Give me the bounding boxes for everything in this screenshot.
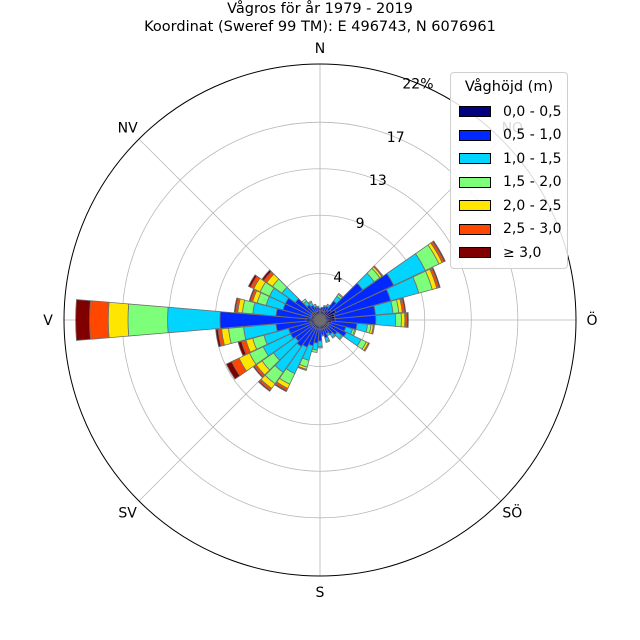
rose-bar-segment [301,298,308,305]
legend-label: 1,0 - 1,5 [503,150,562,167]
rose-bar-segment [331,334,337,339]
legend-entry: 0,5 - 1,0 [459,124,562,148]
legend-label: ≥ 3,0 [503,244,542,261]
rose-bar-segment [167,306,221,334]
rose-bar-segment [233,297,239,313]
legend-label: 1,5 - 2,0 [503,174,562,191]
legend-entry: 1,0 - 1,5 [459,147,562,171]
rose-bar-segment [247,274,258,288]
rose-bar-segment [400,312,406,328]
rose-bar-segment [338,334,344,341]
rose-bar-segment [355,322,368,333]
legend-label: 0,0 - 0,5 [503,103,562,120]
legend-swatch [459,247,491,259]
radial-tick-label: 17 [387,130,405,146]
rose-bar-segment [394,312,402,328]
radial-tick-label: 22% [402,76,433,92]
rose-bar-segment [252,365,264,378]
rose-bar-segment [406,312,409,328]
legend-swatch [459,176,491,188]
rose-bar-segment [261,269,272,281]
rose-bar-segment [89,300,110,340]
direction-label: Ö [586,311,597,329]
rose-bar-segment [274,383,288,393]
chart-title-line2: Koordinat (Sweref 99 TM): E 496743, N 60… [144,19,496,35]
legend-swatch [459,223,491,235]
radial-tick-labels: 4 9 13 17 22% [333,76,433,286]
rose-bar-segment [431,267,441,289]
rose-bar-segment [311,348,318,353]
legend-swatch [459,200,491,212]
legend-label: 2,0 - 2,5 [503,197,562,214]
outer-ring [63,63,577,577]
rose-bar-segment [363,342,371,352]
rose-bar-segment [127,303,169,337]
direction-label: SV [118,505,137,521]
rose-bar-segment [75,299,91,341]
legend-entry: 0,0 - 0,5 [459,100,562,124]
rose-bar-segment [315,305,320,309]
rose-bar-segment [432,240,446,263]
rose-bar-segment [325,339,331,343]
legend-label: 0,5 - 1,0 [503,127,562,144]
grid-spoke [319,319,502,502]
direction-label: SÖ [502,503,522,521]
radial-tick-label: 4 [333,270,342,286]
legend-swatch [459,153,491,165]
rose-bar-segment [248,288,256,302]
rose-bar-segment [375,313,397,327]
legend-entry: ≥ 3,0 [459,241,559,265]
rose-bar-segment [373,265,384,277]
legend-swatch [459,106,491,118]
direction-label: N [315,41,325,57]
direction-label: S [316,585,325,601]
rose-bar-segment [317,340,323,348]
chart-title: Vågros för år 1979 - 2019 Koordinat (Swe… [0,0,640,36]
legend-label: 2,5 - 3,0 [503,221,562,238]
rose-bar-segment [307,300,313,305]
radial-tick-label: 13 [369,173,387,189]
rose-bar-segment [257,380,271,392]
rose-bar-segment [237,340,247,357]
rose-bar-segment [320,334,325,337]
rose-bar-segment [317,346,323,349]
direction-label: NV [118,121,138,137]
legend-swatch [459,129,491,141]
rose-bar-segment [215,328,222,348]
legend-title: Våghöjd (m) [464,79,554,95]
radial-tick-label: 9 [356,216,365,232]
rose-bar-segment [371,324,375,335]
direction-label: V [43,313,53,329]
legend-entry: 2,5 - 3,0 [459,218,562,242]
rose-bar-segment [401,297,407,313]
rose-bar-segment [312,303,317,308]
legend-entry: 2,0 - 2,5 [459,194,562,218]
rose-bar-segment [225,361,241,380]
rose-bars [75,240,446,393]
legend: Våghöjd (m) 0,0 - 0,5 0,5 - 1,0 1,0 - 1,5 1… [450,72,568,269]
rose-bar-segment [107,301,130,339]
legend-entries: 0,0 - 0,5 0,5 - 1,0 1,0 - 1,5 1,5 - 2,0 2,0 … [459,100,562,265]
legend-entry: 1,5 - 2,0 [459,171,562,195]
chart-title-line1: Vågros för år 1979 - 2019 [227,1,413,17]
